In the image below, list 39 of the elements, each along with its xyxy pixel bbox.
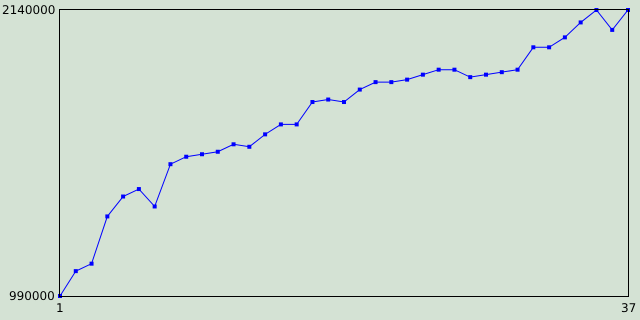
point <box>436 68 441 72</box>
point <box>105 214 110 218</box>
line-series <box>58 8 630 298</box>
point <box>263 132 268 136</box>
point <box>168 162 172 166</box>
point <box>136 187 141 192</box>
point <box>389 80 394 84</box>
point <box>500 70 504 74</box>
point <box>74 269 78 274</box>
point <box>184 154 188 159</box>
point <box>610 28 614 32</box>
point <box>216 150 220 154</box>
point <box>200 152 204 156</box>
point <box>578 20 583 24</box>
y-tick-label: 990000 <box>9 289 55 303</box>
x-tick-label: 37 <box>621 301 636 315</box>
point <box>562 35 567 40</box>
point <box>326 98 330 102</box>
point <box>294 122 299 126</box>
point <box>310 100 314 104</box>
point <box>358 88 362 92</box>
point <box>121 194 126 199</box>
point <box>90 262 94 266</box>
point <box>547 45 552 50</box>
point <box>232 142 236 146</box>
point <box>247 144 252 149</box>
point <box>405 78 410 82</box>
x-tick-label: 1 <box>56 301 64 315</box>
point <box>278 122 283 126</box>
point <box>374 80 378 84</box>
point <box>420 72 425 77</box>
point <box>152 204 157 208</box>
point <box>484 72 488 77</box>
point <box>452 68 456 72</box>
point <box>531 45 536 50</box>
point <box>342 100 346 104</box>
point <box>516 68 520 72</box>
y-tick-label: 2140000 <box>2 3 56 17</box>
point <box>468 75 472 80</box>
